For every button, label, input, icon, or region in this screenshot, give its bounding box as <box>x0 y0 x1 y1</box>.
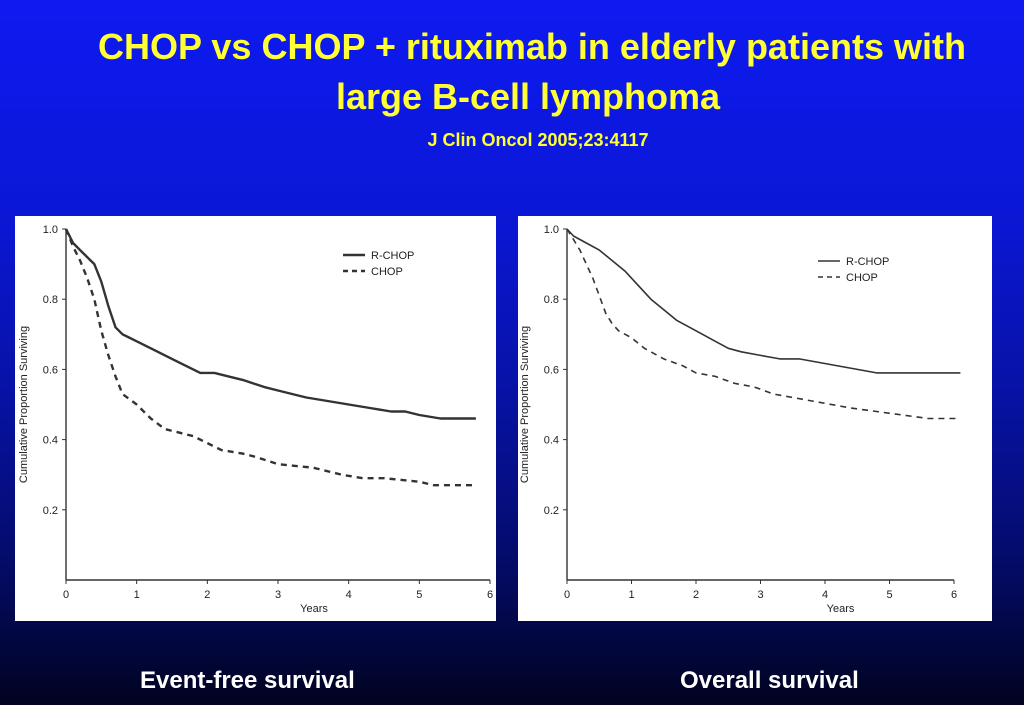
x-tick-label: 5 <box>886 589 892 601</box>
y-tick-label: 1.0 <box>544 224 559 236</box>
x-tick-label: 3 <box>757 589 763 601</box>
event-free-survival-chart: 0 1 2 3 4 5 6 0.2 0.4 0.6 0.8 1.0 Years Cumulative Pr… <box>18 224 493 615</box>
legend-label-r-chop: R-CHOP <box>846 256 889 268</box>
caption-event-free-survival: Event-free survival <box>140 667 355 694</box>
legend-label-chop: CHOP <box>846 272 878 284</box>
event-free-survival-chart-panel: 0 1 2 3 4 5 6 0.2 0.4 0.6 0.8 1.0 Years Cumulative Pr… <box>15 216 496 621</box>
x-tick-label: 6 <box>487 589 493 601</box>
citation: J Clin Oncol 2005;23:4117 <box>427 130 649 150</box>
x-tick-label: 3 <box>275 589 281 601</box>
series-line-r-chop <box>64 228 476 420</box>
y-tick-label: 0.8 <box>43 294 58 306</box>
y-tick-label: 0.6 <box>544 364 559 376</box>
x-tick-label: 2 <box>204 589 210 601</box>
x-tick-label: 0 <box>63 589 69 601</box>
overall-survival-chart: 0 1 2 3 4 5 6 0.2 0.4 0.6 0.8 1.0 Years Cumulative Pr… <box>519 224 961 615</box>
y-tick-label: 0.2 <box>544 505 559 517</box>
x-tick-label: 2 <box>693 589 699 601</box>
overall-survival-chart-panel: 0 1 2 3 4 5 6 0.2 0.4 0.6 0.8 1.0 Years Cumulative Pr… <box>518 216 992 621</box>
x-tick-label: 6 <box>951 589 957 601</box>
y-tick-label: 0.4 <box>544 435 559 447</box>
x-tick-label: 4 <box>822 589 828 601</box>
x-axis-label: Years <box>300 603 328 615</box>
caption-overall-survival: Overall survival <box>680 667 859 694</box>
series-line-chop <box>566 228 961 420</box>
series-line-r-chop <box>566 228 961 374</box>
y-tick-label: 0.4 <box>43 435 58 447</box>
legend-label-chop: CHOP <box>371 266 403 278</box>
y-tick-label: 0.8 <box>544 294 559 306</box>
x-tick-label: 0 <box>564 589 570 601</box>
legend-label-r-chop: R-CHOP <box>371 250 414 262</box>
y-tick-label: 1.0 <box>43 224 58 236</box>
x-tick-label: 1 <box>134 589 140 601</box>
x-axis-label: Years <box>827 603 855 615</box>
y-tick-label: 0.6 <box>43 364 58 376</box>
series-line-chop <box>64 228 476 487</box>
y-axis-label: Cumulative Proportion Surviving <box>18 326 30 483</box>
y-tick-label: 0.2 <box>43 505 58 517</box>
x-tick-label: 1 <box>628 589 634 601</box>
slide-title-line-2: large B-cell lymphoma <box>335 76 721 117</box>
x-tick-label: 4 <box>346 589 352 601</box>
x-tick-label: 5 <box>416 589 422 601</box>
y-axis-label: Cumulative Proportion Surviving <box>519 326 531 483</box>
slide-title-line-1: CHOP vs CHOP + rituximab in elderly pati… <box>98 26 966 67</box>
